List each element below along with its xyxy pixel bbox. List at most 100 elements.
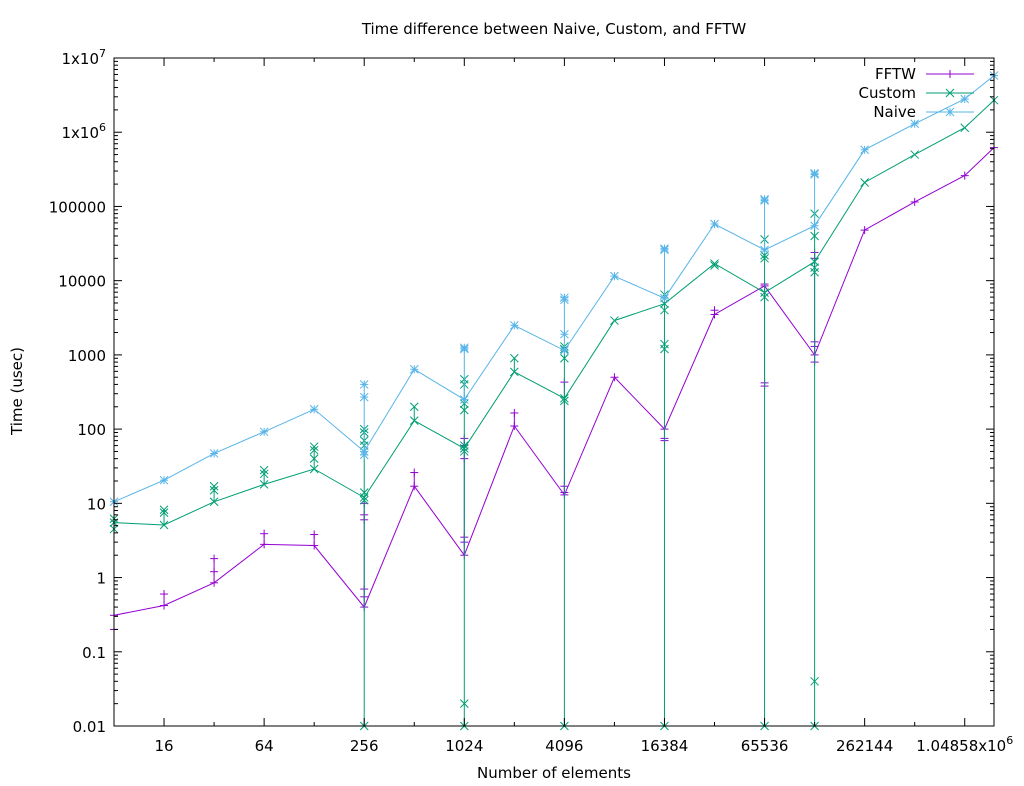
data-point-custom [810, 676, 819, 686]
y-tick-label: 1x106 [61, 121, 106, 142]
data-point-custom [710, 259, 719, 268]
legend-label-custom: Custom [859, 84, 916, 102]
data-point-custom [860, 178, 869, 187]
data-point-custom [259, 480, 269, 489]
data-point-custom [159, 520, 169, 530]
data-point-custom [459, 444, 469, 453]
data-point-custom [459, 399, 469, 409]
x-tick-label: 16384 [641, 737, 689, 755]
data-point-custom [610, 316, 619, 325]
data-point-fftw [510, 422, 519, 431]
plot-marks [109, 71, 999, 731]
data-point-custom [810, 267, 819, 277]
legend-marker-naive [945, 107, 955, 117]
data-point-naive [359, 450, 369, 460]
data-point-naive [459, 395, 469, 404]
y-tick-label: 0.01 [73, 718, 106, 736]
data-point-naive [509, 320, 519, 330]
data-point-custom [159, 508, 169, 517]
data-point-naive [359, 380, 369, 389]
data-point-custom [409, 402, 419, 412]
x-tick-label: 256 [350, 737, 379, 755]
data-point-naive [760, 245, 769, 255]
y-tick-label: 0.1 [82, 644, 106, 662]
x-tick-label: 1024 [445, 737, 483, 755]
data-point-custom [660, 305, 669, 315]
data-point-custom [910, 150, 920, 159]
chart-title: Time difference between Naive, Custom, a… [361, 20, 747, 38]
data-point-custom [560, 393, 569, 403]
data-point-custom [159, 505, 169, 515]
data-point-fftw [260, 529, 269, 538]
series-custom [109, 95, 999, 731]
data-point-naive [660, 293, 669, 303]
data-point-naive [409, 364, 419, 374]
data-point-naive [359, 392, 369, 402]
x-tick-label: 4096 [545, 737, 583, 755]
data-point-naive [710, 219, 719, 229]
data-point-custom [259, 465, 269, 475]
data-point-fftw [610, 373, 619, 382]
x-tick-label: 1.04858x106 [916, 734, 1013, 755]
data-point-custom [810, 263, 819, 272]
data-point-custom [309, 464, 319, 474]
data-point-custom [459, 405, 469, 415]
data-point-custom [459, 699, 469, 709]
data-point-custom [209, 497, 219, 507]
data-point-naive [910, 119, 920, 129]
data-point-fftw [310, 541, 319, 550]
data-point-custom [309, 454, 319, 464]
data-point-fftw [160, 601, 169, 610]
x-tick-label: 262144 [836, 737, 893, 755]
y-axis-label: Time (usec) [8, 347, 26, 436]
data-point-custom [760, 292, 769, 302]
data-point-naive [459, 343, 469, 353]
data-point-naive [560, 293, 569, 303]
legend-label-fftw: FFTW [875, 65, 916, 83]
data-point-custom [509, 353, 519, 363]
data-point-custom [359, 488, 369, 497]
data-point-custom [309, 442, 319, 452]
data-point-fftw [160, 590, 169, 599]
data-point-fftw [260, 540, 269, 549]
data-point-custom [209, 485, 219, 495]
data-point-custom [509, 367, 519, 377]
data-point-naive [960, 94, 970, 104]
y-tick-label: 10 [87, 495, 106, 513]
axis-frame: 0.01 0.1 1 10 100 1000 10000 100000 1x106 1x107 16… [49, 47, 1013, 755]
data-point-fftw [210, 567, 219, 576]
legend-marker-custom [945, 88, 955, 98]
data-point-custom [209, 481, 219, 491]
legend-marker-fftw [946, 70, 954, 78]
x-tick-label: 65536 [741, 737, 789, 755]
data-point-custom [760, 253, 769, 263]
y-tick-label: 100 [77, 421, 106, 439]
y-tick-label: 10000 [58, 273, 106, 291]
data-point-fftw [410, 482, 419, 491]
data-point-fftw [510, 408, 519, 417]
data-point-naive [560, 346, 569, 355]
data-point-naive [159, 475, 169, 485]
data-point-custom [359, 495, 369, 505]
data-point-custom [259, 469, 269, 479]
data-point-custom [560, 396, 569, 406]
data-point-fftw [210, 578, 219, 587]
data-point-custom [960, 123, 970, 133]
data-point-fftw [210, 554, 219, 563]
data-point-naive [810, 168, 819, 178]
y-tick-label: 1 [96, 570, 106, 588]
data-point-naive [259, 427, 269, 437]
data-point-naive [660, 244, 669, 254]
data-point-custom [810, 231, 819, 241]
data-point-fftw [910, 197, 919, 206]
data-point-custom [409, 416, 419, 426]
data-point-naive [810, 221, 819, 231]
x-tick-label: 64 [255, 737, 274, 755]
data-point-fftw [410, 468, 419, 477]
data-point-fftw [310, 530, 319, 539]
data-point-fftw [860, 226, 869, 235]
data-point-naive [760, 194, 769, 204]
